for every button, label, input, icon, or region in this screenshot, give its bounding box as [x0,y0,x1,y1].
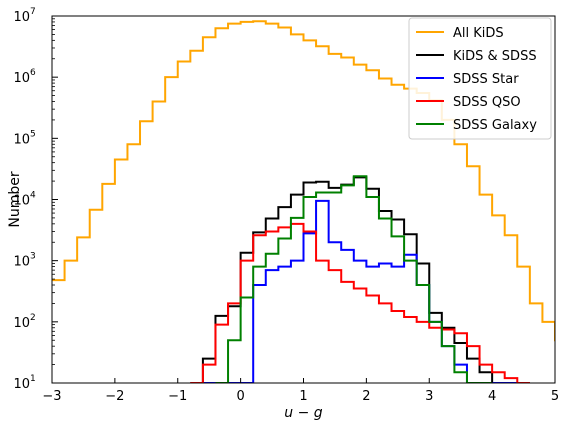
series-line-all-kids [52,20,555,342]
x-tick-label: 0 [236,389,244,404]
x-tick-label: −2 [105,389,124,404]
y-tick-label: 10 [13,10,30,25]
x-axis: −3 −2 −1 0 1 2 3 4 5 [42,378,559,404]
y-axis-label: Number [7,171,23,227]
x-tick-label: 3 [425,389,433,404]
y-tick-label: 10 [13,255,30,270]
y-tick-exponent: 2 [30,313,36,323]
legend-label: KiDS & SDSS [453,49,537,64]
y-tick-exponent: 3 [30,252,36,262]
legend-label: SDSS Star [453,72,519,87]
series-layer [52,20,555,383]
series-line-sdss-star [202,199,518,383]
y-tick-label: 10 [13,316,30,331]
legend-label: SDSS Galaxy [453,118,537,133]
legend-label: All KiDS [453,26,504,41]
x-tick-label: −1 [168,389,187,404]
y-tick-label: 10 [13,377,30,392]
y-tick-exponent: 1 [30,374,36,384]
y-tick-label: 10 [13,132,30,147]
y-tick-exponent: 5 [30,129,36,139]
y-tick-label: 10 [13,71,30,86]
y-tick-exponent: 6 [30,68,36,78]
x-tick-label: 4 [488,389,496,404]
x-tick-label: 2 [362,389,370,404]
series-line-sdss-galaxy [215,175,493,383]
x-tick-label: 1 [299,389,307,404]
y-tick-exponent: 4 [30,191,36,201]
x-tick-label: 5 [551,389,559,404]
x-tick-label: −3 [42,389,61,404]
y-tick-label: 10 [13,194,30,209]
legend-box [408,17,552,140]
legend: All KiDS KiDS & SDSS SDSS Star SDSS QSO SDSS… [408,17,552,140]
x-axis-label: u − g [284,405,323,421]
series-line-sdss-qso [190,222,530,383]
legend-label: SDSS QSO [453,95,521,110]
y-tick-exponent: 7 [30,7,36,17]
